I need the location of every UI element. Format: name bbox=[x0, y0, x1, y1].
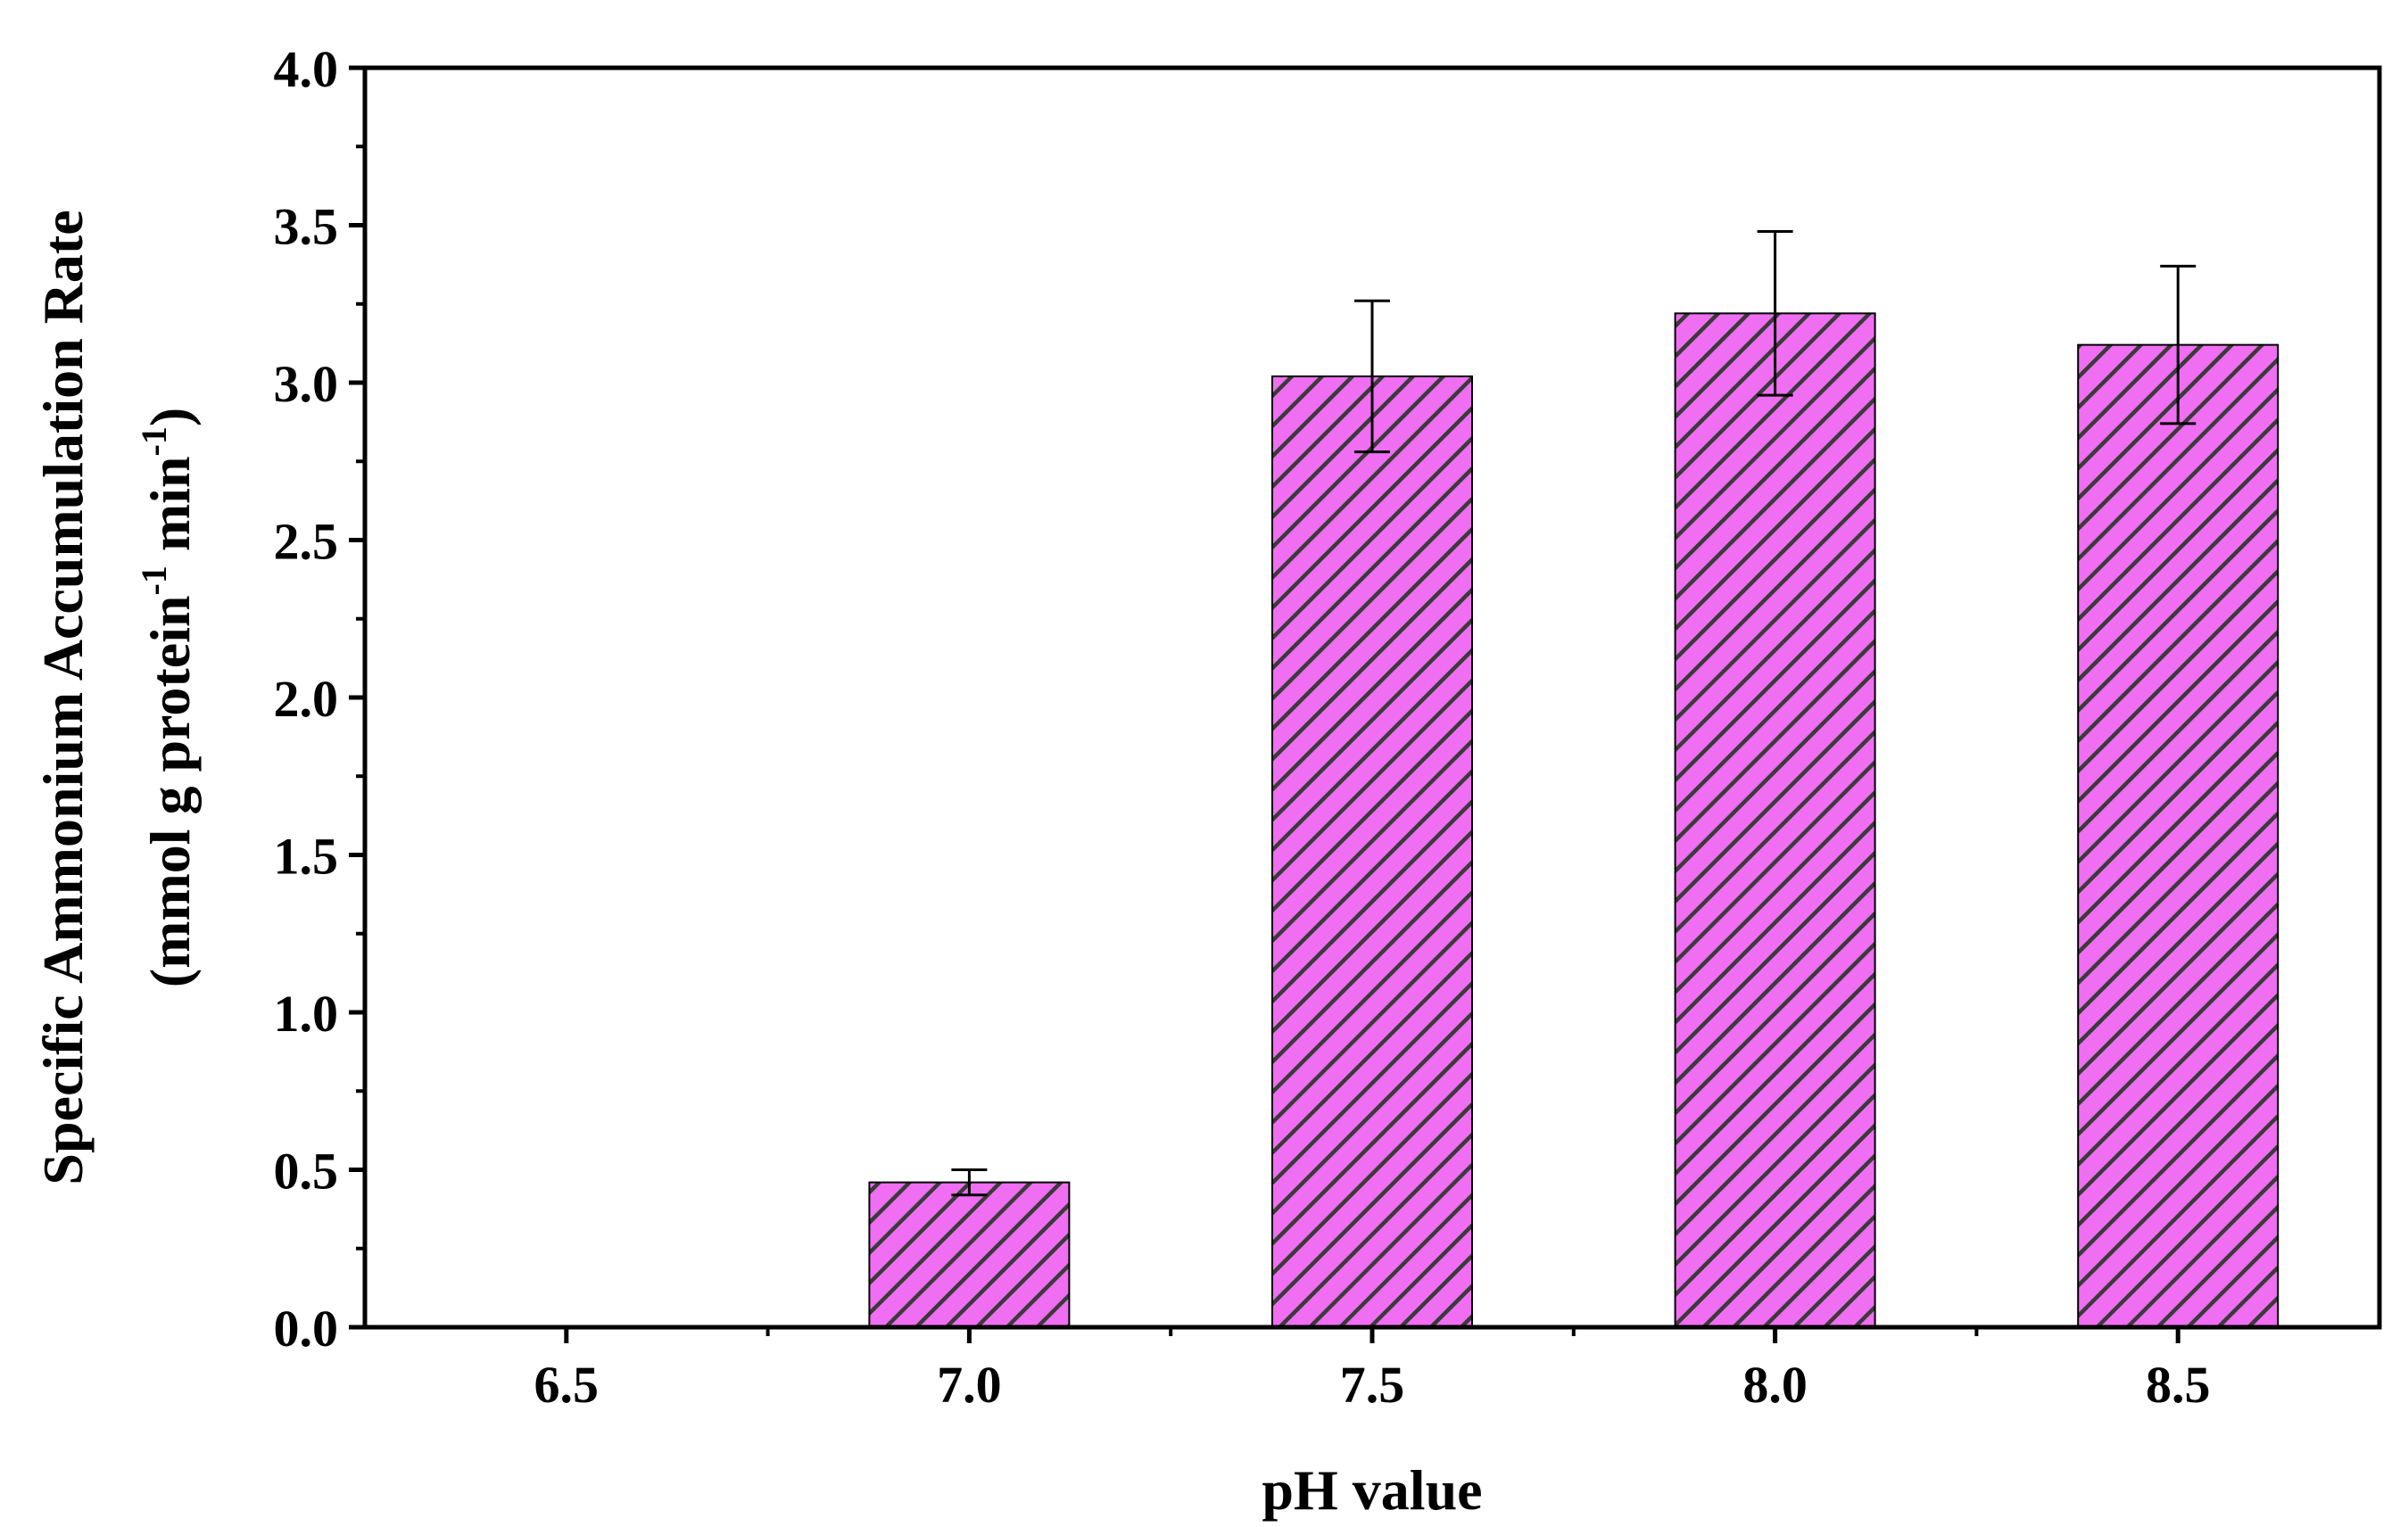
y-tick-label: 2.5 bbox=[274, 513, 339, 571]
y-axis-label: Specific Ammonium Accumulation Rate (mmo… bbox=[31, 210, 202, 1184]
y-axis-label-part: min bbox=[138, 456, 202, 565]
y-tick-label: 1.5 bbox=[274, 828, 339, 886]
y-axis-label-part: ) bbox=[138, 408, 202, 426]
y-axis-ticks: 0.0 0.5 1.0 1.5 2.0 2.5 3.0 3.5 4.0 bbox=[274, 40, 365, 1358]
error-bar-8.5 bbox=[2160, 264, 2197, 425]
y-tick-label: 1.0 bbox=[274, 985, 339, 1043]
y-tick-label: 3.5 bbox=[274, 198, 339, 256]
y-tick-label: 0.5 bbox=[274, 1143, 339, 1201]
y-tick-label: 2.0 bbox=[274, 670, 339, 728]
y-axis-label-part: (mmol g protein bbox=[138, 596, 202, 988]
bar-7.0 bbox=[868, 1181, 1071, 1328]
y-axis-label-superscript: -1 bbox=[134, 426, 174, 456]
error-bar-7.5 bbox=[1354, 299, 1390, 454]
x-tick-label: 8.5 bbox=[2146, 1356, 2211, 1414]
y-axis-label-line1: Specific Ammonium Accumulation Rate bbox=[31, 210, 95, 1184]
error-bars-layer bbox=[951, 230, 2197, 1197]
error-bar-7.0 bbox=[951, 1168, 988, 1197]
y-axis-label-line2: (mmol g protein-1 min-1) bbox=[134, 408, 202, 987]
bar-7.5 bbox=[1271, 375, 1473, 1329]
x-tick-label: 7.0 bbox=[937, 1356, 1002, 1414]
y-tick-label: 3.0 bbox=[274, 355, 339, 413]
bar-8.5 bbox=[2077, 343, 2280, 1328]
y-tick-label: 0.0 bbox=[274, 1300, 339, 1358]
y-axis-label-superscript: -1 bbox=[134, 565, 174, 595]
bars-layer bbox=[868, 312, 2280, 1329]
x-tick-label: 8.0 bbox=[1742, 1356, 1808, 1414]
x-axis-label: pH value bbox=[1262, 1458, 1482, 1522]
x-tick-label: 6.5 bbox=[534, 1356, 600, 1414]
x-axis-ticks: 6.5 7.0 7.5 8.0 8.5 bbox=[534, 1327, 2211, 1414]
error-bar-8.0 bbox=[1757, 230, 1793, 397]
y-tick-label: 4.0 bbox=[274, 40, 339, 98]
bar-8.0 bbox=[1674, 312, 1876, 1329]
x-tick-label: 7.5 bbox=[1340, 1356, 1405, 1414]
